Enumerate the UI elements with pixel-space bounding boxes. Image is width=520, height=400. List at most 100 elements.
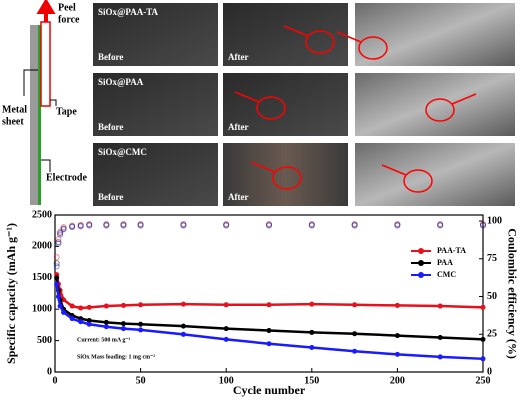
capacity-point [480,336,486,342]
capacity-point [103,319,109,325]
capacity-point [86,318,92,324]
electrode-strip [38,25,41,205]
highlight-arrow [234,91,260,103]
capacity-point [120,302,126,308]
capacity-point [78,319,84,325]
highlight-circle [358,36,388,60]
photo-title: SiOx@CMC [98,147,147,157]
capacity-point [437,334,443,340]
capacity-point [120,326,126,332]
photo-label: After [228,192,248,202]
capacity-point [352,331,358,337]
photo [93,73,218,136]
x-tick-label: 0 [53,375,58,386]
photo [223,143,348,206]
efficiency-point [137,222,144,229]
peel-label: Peel [58,2,76,13]
y2-tick-label: 50 [487,291,497,302]
capacity-point [86,304,92,310]
efficiency-point [480,222,486,229]
highlight-circle [403,169,433,193]
highlight-arrow [250,161,276,173]
photo [223,73,348,136]
capacity-point [394,302,400,308]
efficiency-point [103,222,110,229]
y2-tick-label: 0 [487,366,492,377]
efficiency-point [120,222,127,229]
capacity-point [54,281,60,287]
photo [223,3,348,66]
x-tick-label: 100 [219,375,234,386]
metal-label: Metal [2,104,27,115]
y-tick-label: 2500 [32,209,52,220]
capacity-point [394,351,400,357]
x-tick-label: 150 [304,375,319,386]
efficiency-point [69,224,76,231]
capacity-point [309,345,315,351]
capacity-point [437,354,443,360]
leader-lines [23,69,57,172]
highlight-circle [305,30,335,54]
metal-sheet [30,25,38,205]
capacity-point [223,302,229,308]
peel-label: force [58,14,80,25]
photo-label: Before [98,52,123,62]
y-tick-label: 500 [37,335,52,346]
capacity-point [55,294,61,300]
capacity-point [120,321,126,327]
capacity-point [223,326,229,332]
tape-label: Tape [56,106,77,117]
photo [355,143,515,206]
capacity-point [61,309,67,315]
efficiency-point [53,254,60,261]
efficiency-point [86,222,93,229]
highlight-circle [272,166,302,190]
y2-tick-label: 75 [487,253,497,264]
capacity-point [138,302,144,308]
capacity-point [78,305,84,311]
legend-marker [418,248,424,254]
capacity-point [180,323,186,329]
capacity-point [480,304,486,310]
y-tick-label: 1500 [32,272,52,283]
efficiency-point [77,223,84,230]
highlight-arrow [336,31,362,43]
highlight-circle [425,98,455,122]
capacity-point [437,303,443,309]
capacity-point [352,302,358,308]
capacity-point [86,321,92,327]
photo-title: SiOx@PAA-TA [98,7,159,17]
highlight-arrow [283,25,309,37]
annotation: SiOx Mass loading: 1 mg cm⁻² [77,354,155,360]
legend-marker [418,260,424,266]
capacity-point [266,302,272,308]
capacity-point [394,333,400,339]
capacity-point [69,316,75,322]
capacity-point [180,331,186,337]
capacity-point [138,327,144,333]
photo [355,3,515,66]
efficiency-point [53,263,60,270]
y-tick-label: 0 [47,366,52,377]
y2-tick-label: 100 [487,215,502,226]
photo [355,73,515,136]
capacity-point [54,275,60,281]
plot-frame [54,214,484,373]
capacity-point [266,328,272,334]
photo-label: Before [98,192,123,202]
capacity-point [309,329,315,335]
capacity-point [103,303,109,309]
capacity-point [57,303,63,309]
legend-marker [418,272,424,278]
capacity-line [55,283,484,361]
efficiency-point [437,222,444,229]
y-axis-title: Specific capacity (mAh g⁻¹) [4,223,18,364]
y-tick-label: 2000 [32,241,52,252]
capacity-point [480,356,486,362]
y2-axis-title: Coulombic efficiency (%) [505,228,519,359]
efficiency-point [351,222,358,229]
capacity-point [309,301,315,307]
capacity-point [138,321,144,327]
photo [93,3,218,66]
